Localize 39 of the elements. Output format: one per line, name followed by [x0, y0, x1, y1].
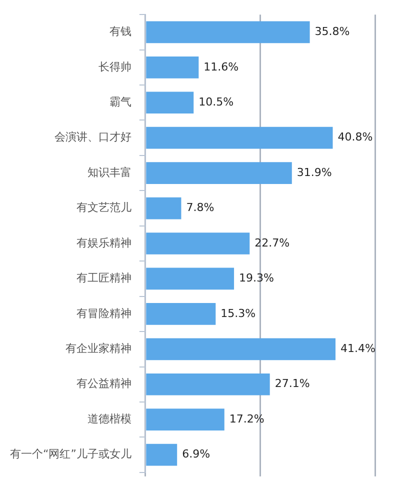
data-label: 10.5% [198, 96, 234, 108]
y-tick-label: 有文艺范儿 [76, 201, 132, 214]
y-tick-label: 有冒险精神 [76, 306, 132, 320]
data-label: 11.6% [204, 60, 239, 74]
data-label: 15.3% [220, 306, 256, 320]
data-label: 31.9% [296, 166, 332, 179]
data-label: 27.1% [274, 377, 310, 390]
data-label: 35.8% [314, 25, 350, 38]
bar [146, 126, 333, 149]
data-label: 7.8% [186, 201, 214, 214]
y-tick-label: 会演讲、口才好 [54, 130, 132, 144]
bar [146, 21, 310, 44]
y-tick-label: 霸气 [109, 96, 132, 108]
bar [146, 232, 250, 254]
data-label: 6.9% [182, 448, 210, 461]
bar [146, 92, 194, 114]
bar [146, 268, 234, 290]
data-label: 19.3% [239, 272, 274, 285]
y-tick-label: 长得帅 [98, 60, 132, 74]
bar [146, 338, 336, 360]
y-tick-label: 有一个“网红”儿子或女儿 [10, 448, 132, 461]
bar [146, 373, 270, 396]
data-label: 17.2% [229, 412, 264, 426]
y-tick-label: 道德楷模 [87, 412, 132, 426]
bar [146, 408, 224, 430]
y-tick-label: 有钱 [109, 25, 132, 38]
y-tick-label: 知识丰富 [87, 166, 132, 179]
y-tick-label: 有工匠精神 [76, 272, 132, 285]
data-label: 41.4% [340, 342, 376, 356]
bar [146, 444, 178, 466]
y-tick-label: 有公益精神 [76, 377, 132, 390]
bar [146, 56, 199, 78]
data-label: 40.8% [338, 130, 373, 144]
bar [146, 162, 292, 184]
data-label: 22.7% [254, 236, 290, 250]
y-tick-label: 有企业家精神 [65, 342, 132, 356]
bar [146, 197, 182, 220]
y-tick-label: 有娱乐精神 [76, 236, 132, 250]
bar [146, 303, 216, 325]
